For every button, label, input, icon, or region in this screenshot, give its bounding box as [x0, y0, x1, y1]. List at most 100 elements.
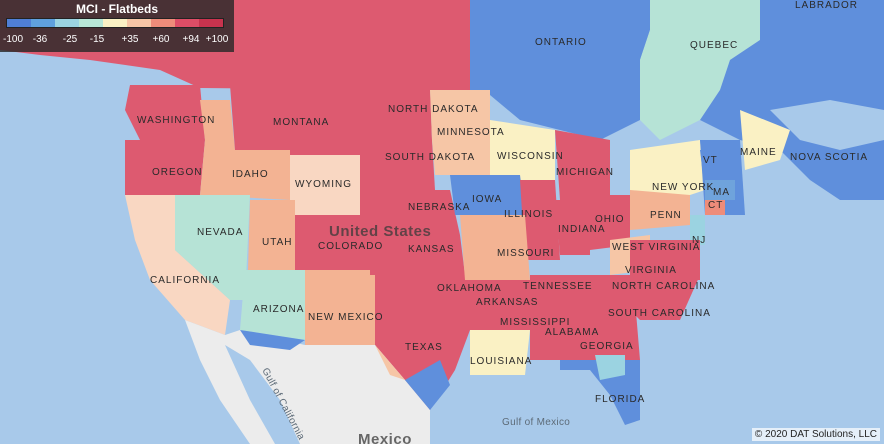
legend-tick-label: -15: [89, 34, 105, 45]
legend-swatch: [103, 19, 127, 27]
label-kansas: KANSAS: [408, 244, 455, 255]
label-tennessee: TENNESSEE: [523, 281, 593, 292]
state-illinois: [520, 180, 560, 260]
label-virginia: VIRGINIA: [625, 265, 677, 276]
label-oregon: OREGON: [152, 167, 202, 178]
legend-color-bar: [6, 18, 224, 28]
state-nevada: [175, 195, 250, 300]
label-montana: MONTANA: [273, 117, 329, 128]
state-ct: [705, 200, 725, 215]
state-utah: [248, 200, 295, 270]
legend-tick-label: +60: [152, 34, 170, 45]
state-washington: [125, 85, 205, 140]
state-wisconsin: [490, 120, 555, 180]
label-mexico: Mexico: [358, 431, 412, 444]
state-arkansas: [470, 280, 530, 330]
state-texas: [375, 310, 470, 410]
label-penn: PENN: [650, 210, 682, 221]
state-maine: [740, 110, 790, 170]
label-gulf-of-mexico: Gulf of Mexico: [502, 417, 570, 428]
state-minnesota: [430, 90, 490, 175]
label-ohio: OHIO: [595, 214, 625, 225]
copyright-credit: © 2020 DAT Solutions, LLC: [751, 428, 880, 441]
label-texas: TEXAS: [405, 342, 443, 353]
legend-swatch: [31, 19, 55, 27]
state-kansas: [370, 235, 465, 275]
label-ct: CT: [708, 200, 723, 211]
legend-swatch: [151, 19, 175, 27]
state-ma: [705, 180, 735, 200]
legend-tick-label: -36: [32, 34, 48, 45]
state-colorado: [295, 215, 370, 270]
state-georgia: [595, 300, 640, 360]
legend-tick-label: +35: [121, 34, 139, 45]
water-gulf-stlawrence: [770, 100, 884, 150]
state-missouri: [460, 215, 530, 280]
region-south-az: [240, 330, 305, 350]
state-oregon: [125, 140, 205, 195]
state-montana: [230, 85, 360, 155]
label-michigan: MICHIGAN: [556, 167, 614, 178]
state-florida-north: [595, 355, 625, 380]
label-nevada: NEVADA: [197, 227, 243, 238]
label-georgia: GEORGIA: [580, 341, 634, 352]
state-iowa: [450, 175, 525, 215]
state-vermont: [700, 150, 720, 175]
label-north-dakota: NORTH DAKOTA: [388, 104, 479, 115]
state-tennessee: [530, 275, 620, 300]
label-colorado: COLORADO: [318, 241, 383, 252]
label-iowa: IOWA: [472, 194, 502, 205]
region-mexico: [185, 320, 430, 444]
region-far-tx: [375, 345, 405, 380]
region-ontario: [470, 0, 650, 140]
label-nova-scotia: NOVA SCOTIA: [790, 152, 868, 163]
legend-swatch: [199, 19, 223, 27]
state-virginia: [630, 240, 700, 280]
state-south-dakota: [360, 140, 435, 190]
state-arizona: [240, 270, 305, 340]
label-united-states: United States: [329, 223, 431, 240]
state-penn: [630, 190, 690, 230]
label-utah: UTAH: [262, 237, 292, 248]
label-missouri: MISSOURI: [497, 248, 554, 259]
legend-tick-label: -100: [2, 34, 24, 45]
state-michigan: [555, 130, 610, 200]
label-california: CALIFORNIA: [150, 275, 220, 286]
label-florida: FLORIDA: [595, 394, 645, 405]
label-north-carolina: NORTH CAROLINA: [612, 281, 715, 292]
label-new-york: NEW YORK: [652, 182, 714, 193]
label-illinois: ILLINOIS: [504, 209, 553, 220]
label-mississippi: MISSISSIPPI: [500, 317, 570, 328]
state-new-mexico: [305, 270, 375, 345]
legend-tick-label: +94: [182, 34, 200, 45]
label-wyoming: WYOMING: [295, 179, 352, 190]
legend-tick-label: -25: [62, 34, 78, 45]
label-washington: WASHINGTON: [137, 115, 215, 126]
state-indiana: [555, 200, 590, 255]
label-arizona: ARIZONA: [253, 304, 304, 315]
label-new-mexico: NEW MEXICO: [308, 312, 384, 323]
label-nebraska: NEBRASKA: [408, 202, 470, 213]
legend-swatch: [7, 19, 31, 27]
state-mississippi: [530, 300, 560, 360]
legend: MCI - Flatbeds -100 -36 -25 -15 +35 +60 +94 +10…: [0, 0, 234, 52]
water-gulf-of-california: [225, 345, 300, 444]
region-quebec: [640, 0, 760, 140]
legend-tick-label: +100: [205, 34, 229, 45]
label-labrador: LABRADOR: [795, 0, 858, 11]
state-nj: [690, 215, 705, 245]
legend-swatch: [55, 19, 79, 27]
label-ontario: ONTARIO: [535, 37, 587, 48]
label-maine: MAINE: [740, 147, 777, 158]
state-carolinas: [620, 275, 700, 320]
legend-title: MCI - Flatbeds: [75, 2, 158, 16]
state-wyoming: [290, 155, 360, 215]
state-nebraska: [360, 190, 460, 235]
label-minnesota: MINNESOTA: [437, 127, 505, 138]
state-new-york: [630, 140, 705, 195]
label-indiana: INDIANA: [558, 224, 606, 235]
label-alabama: ALABAMA: [545, 327, 599, 338]
label-ma: MA: [713, 187, 730, 198]
legend-swatch: [79, 19, 103, 27]
